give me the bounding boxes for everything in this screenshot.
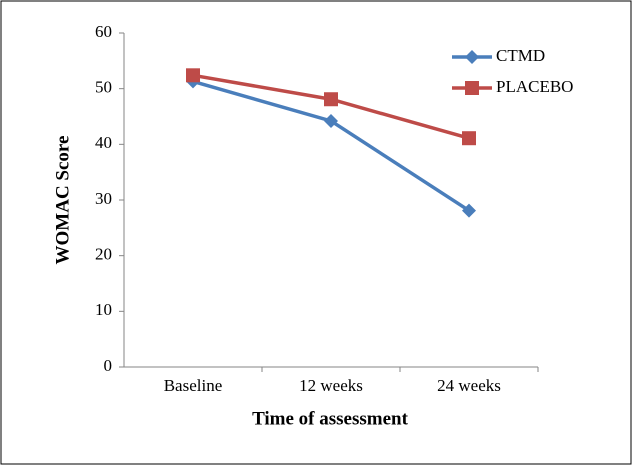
legend-marker: [465, 50, 479, 64]
data-point: [324, 113, 338, 128]
y-tick-label: 10: [95, 300, 112, 319]
y-tick-label: 60: [95, 22, 112, 41]
y-tick-label: 20: [95, 245, 112, 264]
x-axis-title: Time of assessment: [252, 408, 409, 429]
x-tick-label: 24 weeks: [437, 376, 501, 395]
y-tick-label: 40: [95, 133, 112, 152]
data-point: [186, 68, 200, 83]
y-tick-label: 50: [95, 78, 112, 97]
data-point: [324, 92, 338, 107]
legend-label: CTMD: [496, 46, 545, 65]
data-point: [462, 131, 476, 146]
x-tick-label: 12 weeks: [299, 376, 363, 395]
legend-marker: [465, 81, 479, 95]
y-tick-label: 0: [104, 356, 113, 375]
x-tick-label: Baseline: [164, 376, 223, 395]
y-axis-title: WOMAC Score: [52, 136, 73, 265]
data-point: [462, 203, 476, 218]
legend-label: PLACEBO: [496, 77, 573, 96]
y-tick-label: 30: [95, 189, 112, 208]
